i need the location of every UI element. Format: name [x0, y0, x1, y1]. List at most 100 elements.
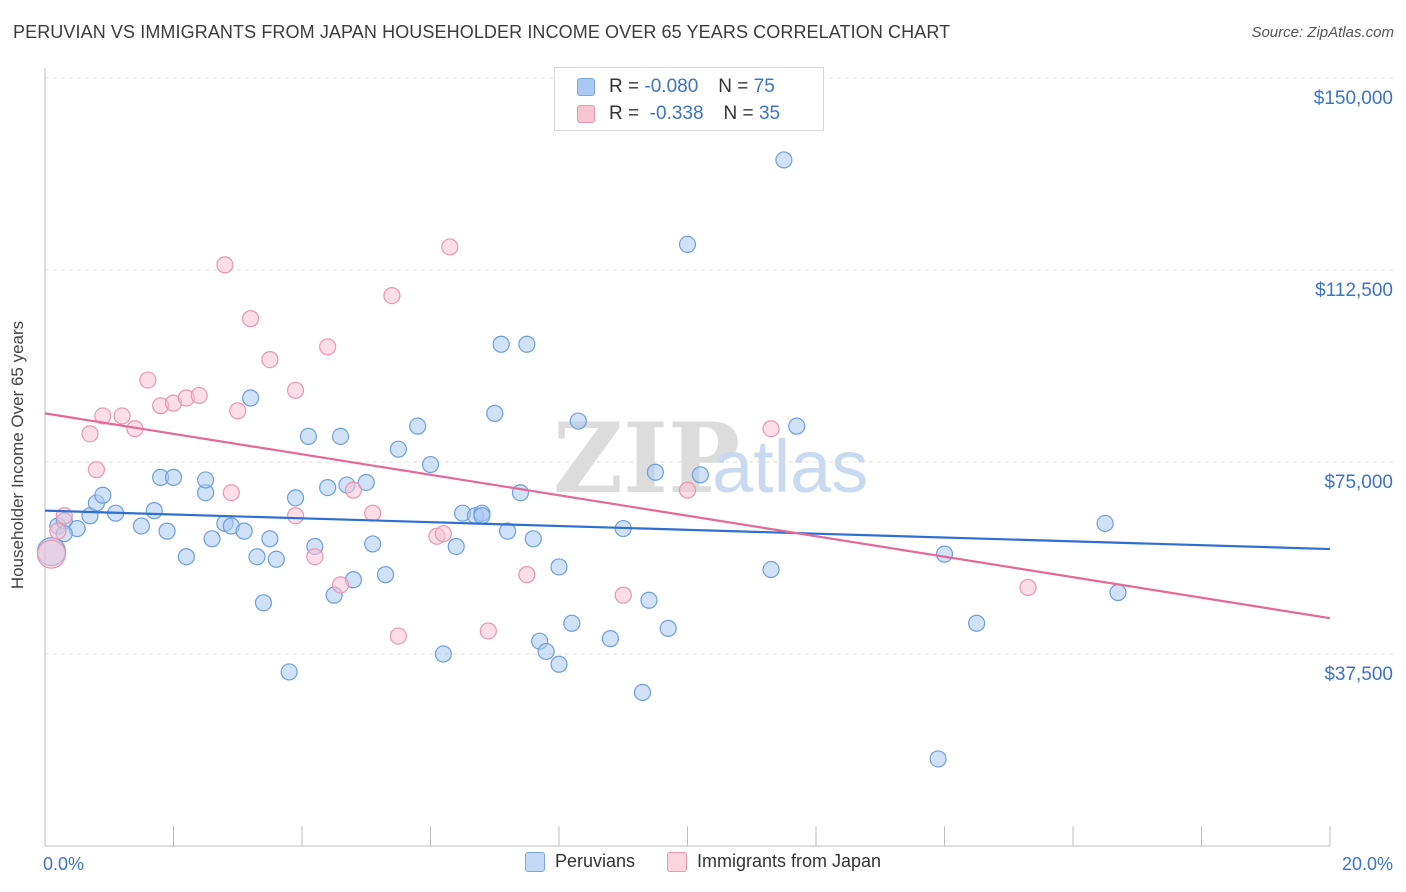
peruvians-point — [248, 548, 266, 566]
japan-point — [319, 338, 337, 356]
peruvians-point — [492, 335, 510, 353]
peruvians-point — [935, 545, 954, 563]
japan-point — [36, 539, 67, 569]
japan-point — [49, 522, 67, 540]
x-tick-label: 20.0% — [1342, 854, 1393, 874]
r-value: -0.080 — [644, 76, 699, 97]
peruvians-point — [94, 486, 112, 504]
japan-point — [229, 402, 247, 420]
chart-title: PERUVIAN VS IMMIGRANTS FROM JAPAN HOUSEH… — [13, 22, 951, 42]
japan-trend-line — [44, 412, 1331, 620]
japan-point — [286, 507, 305, 525]
japan-point — [389, 627, 407, 645]
peruvians-point — [968, 614, 986, 632]
japan-point — [441, 238, 459, 256]
peruvians-point — [299, 427, 318, 445]
peruvians-point — [235, 522, 253, 540]
peruvians-point — [499, 522, 517, 540]
peruvians-point — [197, 471, 215, 489]
y-axis-label: Householder Income Over 65 years — [8, 320, 27, 590]
n-label: N = — [718, 76, 749, 97]
japan-point — [678, 481, 697, 499]
watermark: ZIP atlas — [553, 402, 868, 515]
japan-point — [286, 381, 305, 399]
peruvians-point — [242, 389, 260, 407]
peruvians-point — [331, 427, 350, 445]
stats-row-peruvians: R = -0.080 N = 75 — [577, 75, 775, 99]
japan-swatch — [577, 105, 595, 123]
peruvians-point — [357, 473, 375, 492]
peruvians-point — [319, 479, 337, 497]
peruvians-point — [486, 404, 504, 422]
series-legend: Peruvians Immigrants from Japan — [0, 851, 1406, 872]
japan-point — [306, 548, 324, 566]
peruvians-point — [659, 619, 677, 638]
peruvians-point — [678, 235, 697, 253]
japan-point — [242, 310, 260, 328]
legend-label: Immigrants from Japan — [696, 851, 882, 871]
peruvians-point — [646, 463, 664, 481]
peruvians-point — [261, 530, 279, 548]
peruvians-point — [389, 440, 407, 458]
japan-point — [614, 586, 632, 604]
peruvians-point — [145, 502, 163, 520]
peruvians-point — [640, 591, 658, 609]
peruvians-point — [762, 560, 780, 579]
peruvians-point — [550, 655, 568, 673]
peruvians-point — [132, 517, 150, 535]
peruvians-point — [434, 645, 452, 663]
peruvians-point — [286, 489, 305, 507]
peruvians-point — [203, 530, 221, 548]
peruvians-point — [376, 566, 395, 584]
japan-point — [81, 425, 99, 443]
japan-point — [222, 484, 240, 502]
peruvians-point — [473, 507, 491, 525]
japan-swatch — [666, 851, 687, 872]
peruvians-point — [601, 630, 620, 648]
peruvians-point — [633, 683, 652, 702]
y-tick-label: $37,500 — [1324, 664, 1393, 685]
grid-lines — [45, 77, 1395, 655]
japan-point — [364, 504, 382, 522]
peruvians-point — [177, 548, 195, 566]
data-points — [36, 151, 1127, 768]
n-value: 75 — [753, 76, 775, 97]
peruvians-point — [164, 468, 183, 486]
japan-point — [479, 622, 497, 640]
japan-point — [518, 566, 536, 584]
peruvians-point — [511, 484, 530, 502]
stats-legend: R = -0.080 N = 75 R = -0.338 N = 35 — [554, 67, 824, 131]
peruvians-point — [788, 417, 806, 435]
peruvians-point — [537, 642, 555, 661]
trend-lines — [44, 412, 1331, 620]
japan-point — [94, 407, 112, 425]
japan-point — [434, 525, 452, 543]
peruvians-point — [409, 417, 427, 435]
legend-item-peruvians[interactable]: Peruvians — [524, 851, 635, 872]
peruvians-point — [1096, 514, 1114, 533]
x-tick-label: 0.0% — [43, 854, 84, 874]
japan-point — [261, 351, 279, 369]
peruvians-point — [364, 535, 382, 553]
y-tick-label: $112,500 — [1315, 280, 1393, 301]
japan-point — [190, 386, 208, 405]
n-label: N = — [723, 103, 754, 124]
peruvians-point — [550, 558, 568, 576]
peruvians-point — [569, 412, 587, 430]
n-value: 35 — [758, 103, 781, 124]
japan-point — [762, 420, 780, 438]
japan-point — [139, 371, 157, 389]
peruvians-point — [447, 537, 465, 556]
peruvians-point — [563, 614, 581, 632]
stats-row-japan: R = -0.338 N = 35 — [577, 102, 780, 126]
peruvians-point — [158, 522, 176, 540]
peruvians-point — [280, 663, 298, 681]
peruvians-point — [267, 550, 285, 568]
japan-point — [216, 256, 234, 274]
legend-item-japan[interactable]: Immigrants from Japan — [666, 851, 882, 872]
y-tick-label: $75,000 — [1324, 472, 1393, 493]
japan-point — [1019, 578, 1037, 597]
peruvians-point — [518, 335, 536, 353]
source-label: Source: ZipAtlas.com — [1251, 24, 1394, 41]
